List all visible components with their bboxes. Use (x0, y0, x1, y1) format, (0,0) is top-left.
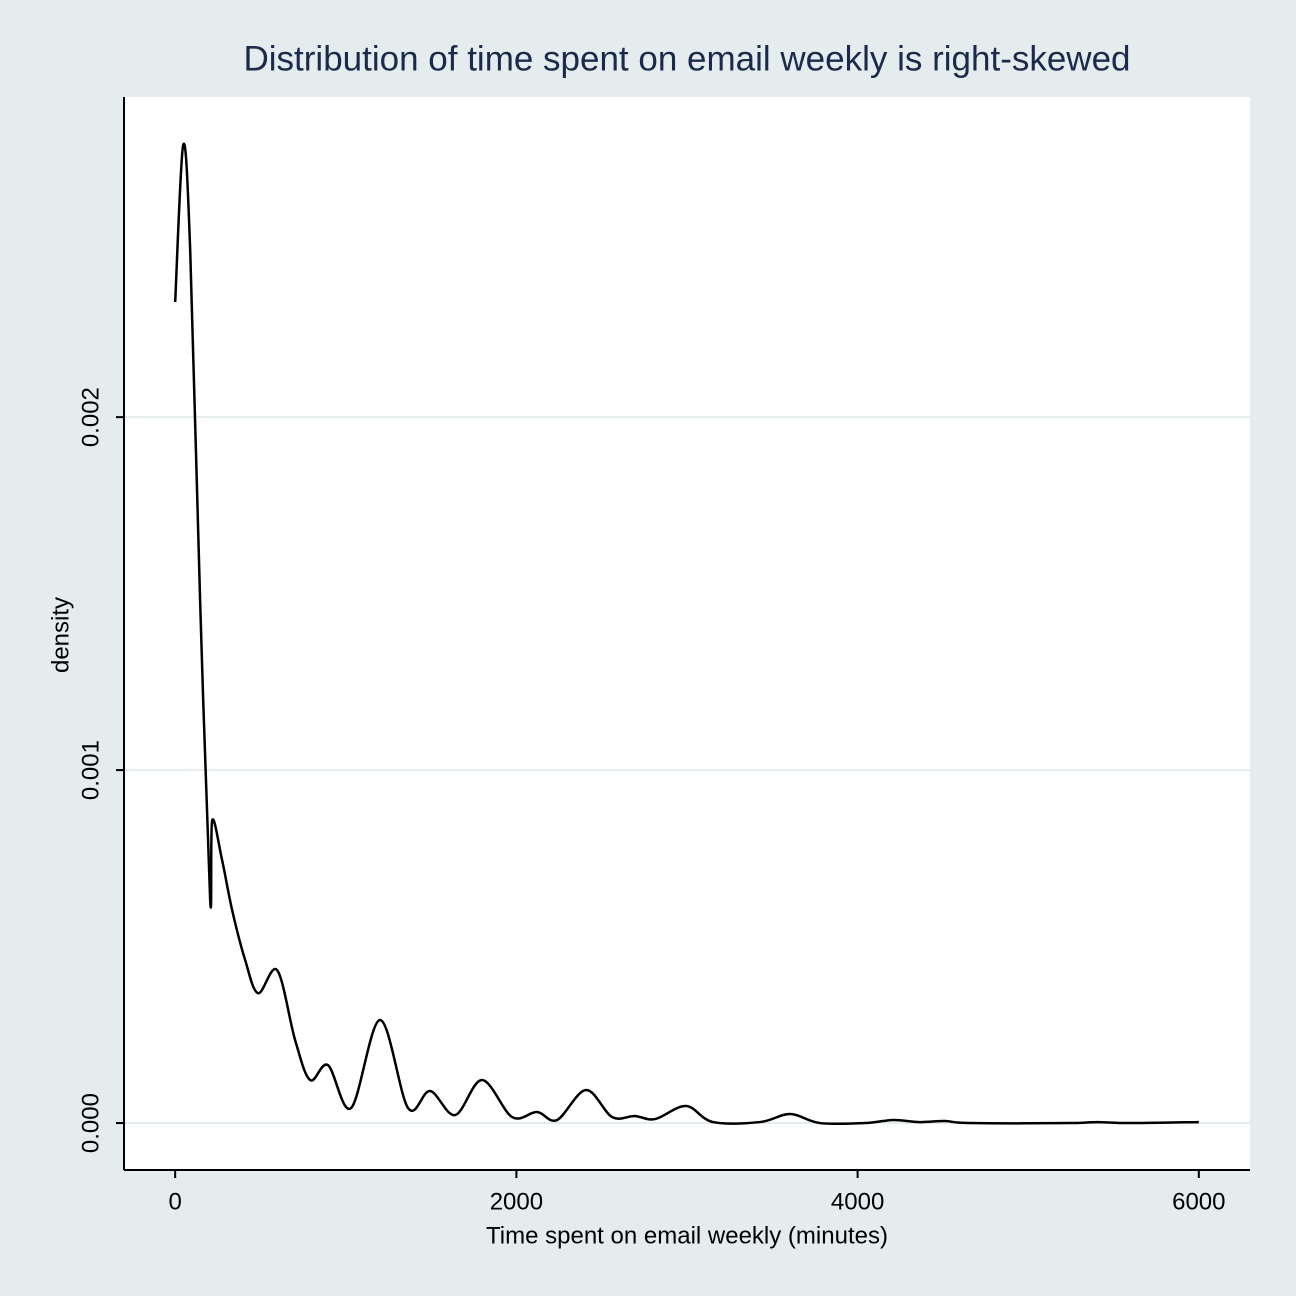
y-tick-label: 0.000 (77, 1093, 104, 1153)
y-tick-label: 0.002 (77, 387, 104, 447)
x-tick-label: 2000 (490, 1188, 543, 1215)
x-tick-label: 4000 (831, 1188, 884, 1215)
x-axis-label: Time spent on email weekly (minutes) (486, 1222, 888, 1249)
y-tick-label: 0.001 (77, 740, 104, 800)
x-tick-label: 0 (169, 1188, 182, 1215)
y-axis-label: density (47, 597, 74, 673)
x-tick-label: 6000 (1172, 1188, 1225, 1215)
plot-area (124, 97, 1250, 1170)
density-line (173, 142, 1199, 1126)
chart-title: Distribution of time spent on email week… (243, 39, 1130, 78)
